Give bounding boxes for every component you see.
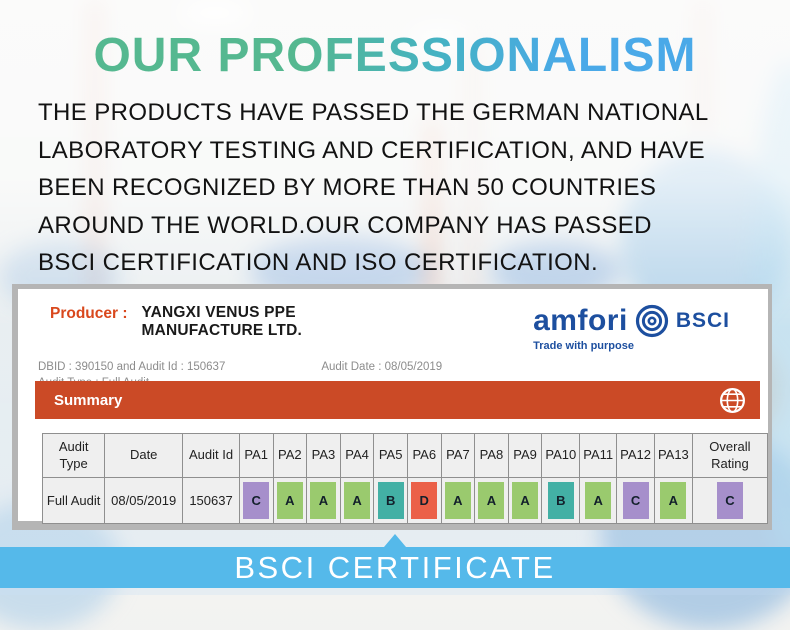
audit-summary-table: Audit Type Date Audit Id PA1 PA2 PA3 PA4 PA5 PA6… — [41, 433, 769, 524]
table-header-cell: Overall Rating — [691, 433, 769, 478]
banner-label: BSCI CERTIFICATE — [234, 549, 556, 585]
audit-type-cell: Full Audit — [41, 477, 106, 524]
rating-cell-pa11: A — [579, 477, 618, 524]
table-data-row: Full Audit 08/05/2019 150637 C A A A B D A A A B A C A C — [41, 477, 769, 524]
rating-chip: A — [478, 482, 505, 519]
rating-chip: B — [377, 482, 404, 519]
rating-cell-pa10: B — [541, 477, 581, 524]
summary-label: Summary — [54, 391, 123, 409]
rating-chip: A — [310, 482, 337, 519]
page-title: OUR PROFESSIONALISM — [0, 28, 790, 83]
table-header-cell: PA2 — [272, 433, 308, 478]
certificate-header: Producer : YANGXI VENUS PPE MANUFACTURE … — [32, 302, 758, 352]
rating-cell-pa3: A — [306, 477, 341, 524]
table-header-cell: PA4 — [339, 433, 375, 478]
overall-rating-cell: C — [691, 477, 769, 524]
banner-pointer-triangle — [384, 534, 406, 547]
bsci-wordmark: BSCI — [675, 309, 730, 332]
rating-cell-pa4: A — [339, 477, 375, 524]
audit-date-text: Audit Date : 08/05/2019 — [321, 361, 443, 373]
rating-cell-pa8: A — [474, 477, 509, 524]
table-header-cell: PA10 — [541, 433, 581, 478]
table-header-row: Audit Type Date Audit Id PA1 PA2 PA3 PA4 PA5 PA6… — [41, 433, 769, 478]
globe-icon — [719, 387, 746, 414]
rating-chip: C — [243, 482, 270, 519]
bsci-certificate-banner: BSCI CERTIFICATE — [0, 547, 790, 588]
producer-label: Producer : — [50, 305, 128, 322]
rating-cell-pa13: A — [653, 477, 693, 524]
rating-chip: A — [276, 482, 303, 519]
rating-chip: A — [660, 482, 687, 519]
audit-date-cell: 08/05/2019 — [104, 477, 184, 524]
table-header-cell: PA11 — [579, 433, 618, 478]
table-header-cell: PA12 — [616, 433, 655, 478]
table-header-cell: Date — [104, 433, 184, 478]
dbid-text: DBID : 390150 and Audit Id : 150637 — [38, 361, 226, 373]
rating-cell-pa7: A — [440, 477, 476, 524]
producer-name-line2: MANUFACTURE LTD. — [141, 321, 302, 339]
table-header-cell: PA8 — [474, 433, 509, 478]
rating-cell-pa5: B — [373, 477, 408, 524]
table-header-cell: PA6 — [406, 433, 442, 478]
table-header-cell: PA1 — [238, 433, 274, 478]
rating-chip: B — [547, 482, 574, 519]
producer-name: YANGXI VENUS PPE MANUFACTURE LTD. — [142, 304, 302, 340]
rating-cell-pa1: C — [238, 477, 274, 524]
rating-cell-pa2: A — [272, 477, 308, 524]
rating-chip: A — [444, 482, 471, 519]
table-header-cell: PA5 — [373, 433, 408, 478]
summary-bar: Summary — [35, 381, 760, 419]
amfori-spiral-icon — [635, 304, 669, 338]
intro-paragraph: THE PRODUCTS HAVE PASSED THE GERMAN NATI… — [38, 99, 709, 276]
rating-chip: C — [622, 482, 649, 519]
table-header-cell: Audit Type — [41, 433, 106, 478]
table-header-cell: PA13 — [653, 433, 693, 478]
bsci-certificate-card: Producer : YANGXI VENUS PPE MANUFACTURE … — [12, 284, 772, 530]
table-header-cell: Audit Id — [182, 433, 240, 478]
table-header-cell: PA3 — [306, 433, 341, 478]
rating-chip: D — [411, 482, 438, 519]
amfori-wordmark: amfori — [533, 304, 628, 337]
rating-cell-pa9: A — [507, 477, 543, 524]
amfori-bsci-logo: amfori BSCI Trade with purpose — [533, 304, 730, 352]
producer-name-line1: YANGXI VENUS PPE — [141, 304, 296, 321]
table-header-cell: PA7 — [440, 433, 476, 478]
rating-chip: A — [512, 482, 539, 519]
rating-chip: C — [716, 482, 743, 519]
rating-cell-pa12: C — [616, 477, 655, 524]
table-header-cell: PA9 — [507, 433, 543, 478]
audit-id-cell: 150637 — [182, 477, 240, 524]
rating-cell-pa6: D — [406, 477, 442, 524]
amfori-tagline: Trade with purpose — [533, 340, 634, 352]
rating-chip: A — [344, 482, 371, 519]
rating-chip: A — [585, 482, 612, 519]
